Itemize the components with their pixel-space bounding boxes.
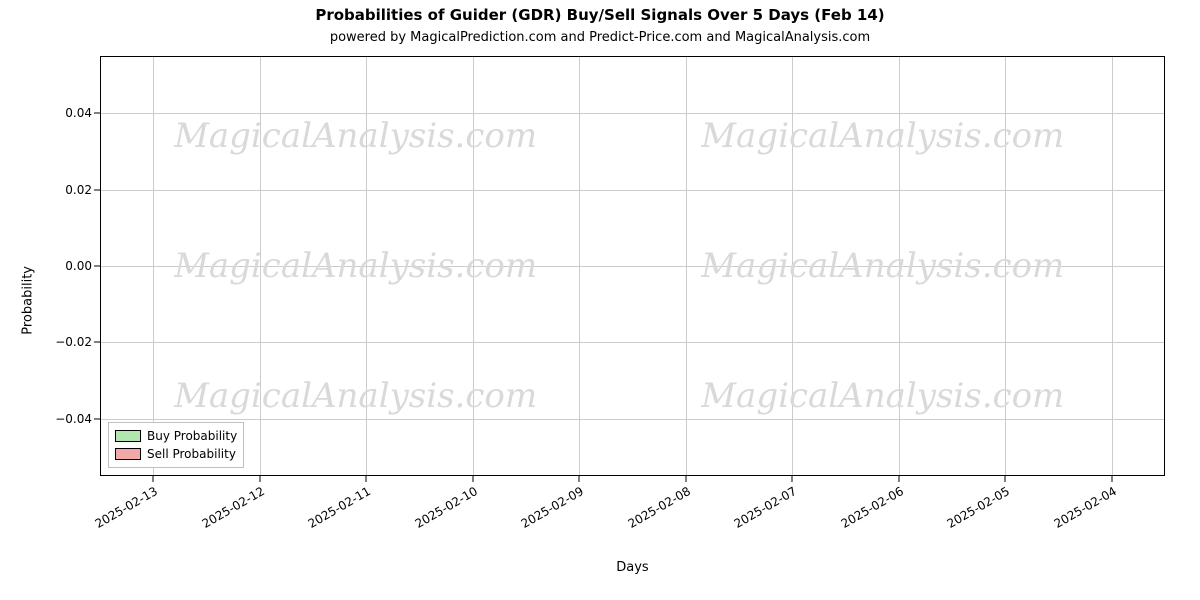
plot-border (100, 56, 1165, 476)
plot-area: 2025-02-132025-02-122025-02-112025-02-10… (100, 56, 1165, 476)
x-tick-label: 2025-02-13 (93, 484, 160, 531)
x-tick-mark (153, 476, 154, 482)
y-axis-label-text: Probability (21, 266, 36, 335)
chart-title: Probabilities of Guider (GDR) Buy/Sell S… (0, 6, 1200, 24)
x-axis-label: Days (100, 560, 1165, 575)
x-tick-mark (472, 476, 473, 482)
x-tick-mark (792, 476, 793, 482)
y-tick-label: 0.02 (65, 183, 92, 197)
x-tick-label: 2025-02-04 (1051, 484, 1118, 531)
legend-item: Buy Probability (115, 427, 237, 445)
x-tick-label: 2025-02-11 (306, 484, 373, 531)
x-tick-mark (259, 476, 260, 482)
x-tick-mark (1111, 476, 1112, 482)
chart-subtitle: powered by MagicalPrediction.com and Pre… (0, 30, 1200, 45)
x-tick-mark (579, 476, 580, 482)
x-tick-label: 2025-02-08 (625, 484, 692, 531)
legend-item: Sell Probability (115, 445, 237, 463)
x-tick-label: 2025-02-12 (199, 484, 266, 531)
x-tick-label: 2025-02-06 (838, 484, 905, 531)
y-tick-label: 0.00 (65, 259, 92, 273)
x-tick-mark (685, 476, 686, 482)
x-tick-mark (366, 476, 367, 482)
y-tick-label: 0.04 (65, 106, 92, 120)
y-tick-label: −0.02 (55, 335, 92, 349)
y-tick-label: −0.04 (55, 412, 92, 426)
x-tick-label: 2025-02-05 (945, 484, 1012, 531)
x-tick-label: 2025-02-10 (412, 484, 479, 531)
legend-label: Sell Probability (147, 445, 236, 463)
x-tick-mark (1005, 476, 1006, 482)
y-axis-label: Probability (21, 266, 36, 335)
chart-figure: Probabilities of Guider (GDR) Buy/Sell S… (0, 0, 1200, 600)
x-tick-mark (898, 476, 899, 482)
legend-swatch (115, 448, 141, 460)
legend-swatch (115, 430, 141, 442)
legend-label: Buy Probability (147, 427, 237, 445)
x-tick-label: 2025-02-07 (732, 484, 799, 531)
x-tick-label: 2025-02-09 (519, 484, 586, 531)
legend: Buy ProbabilitySell Probability (108, 422, 244, 468)
